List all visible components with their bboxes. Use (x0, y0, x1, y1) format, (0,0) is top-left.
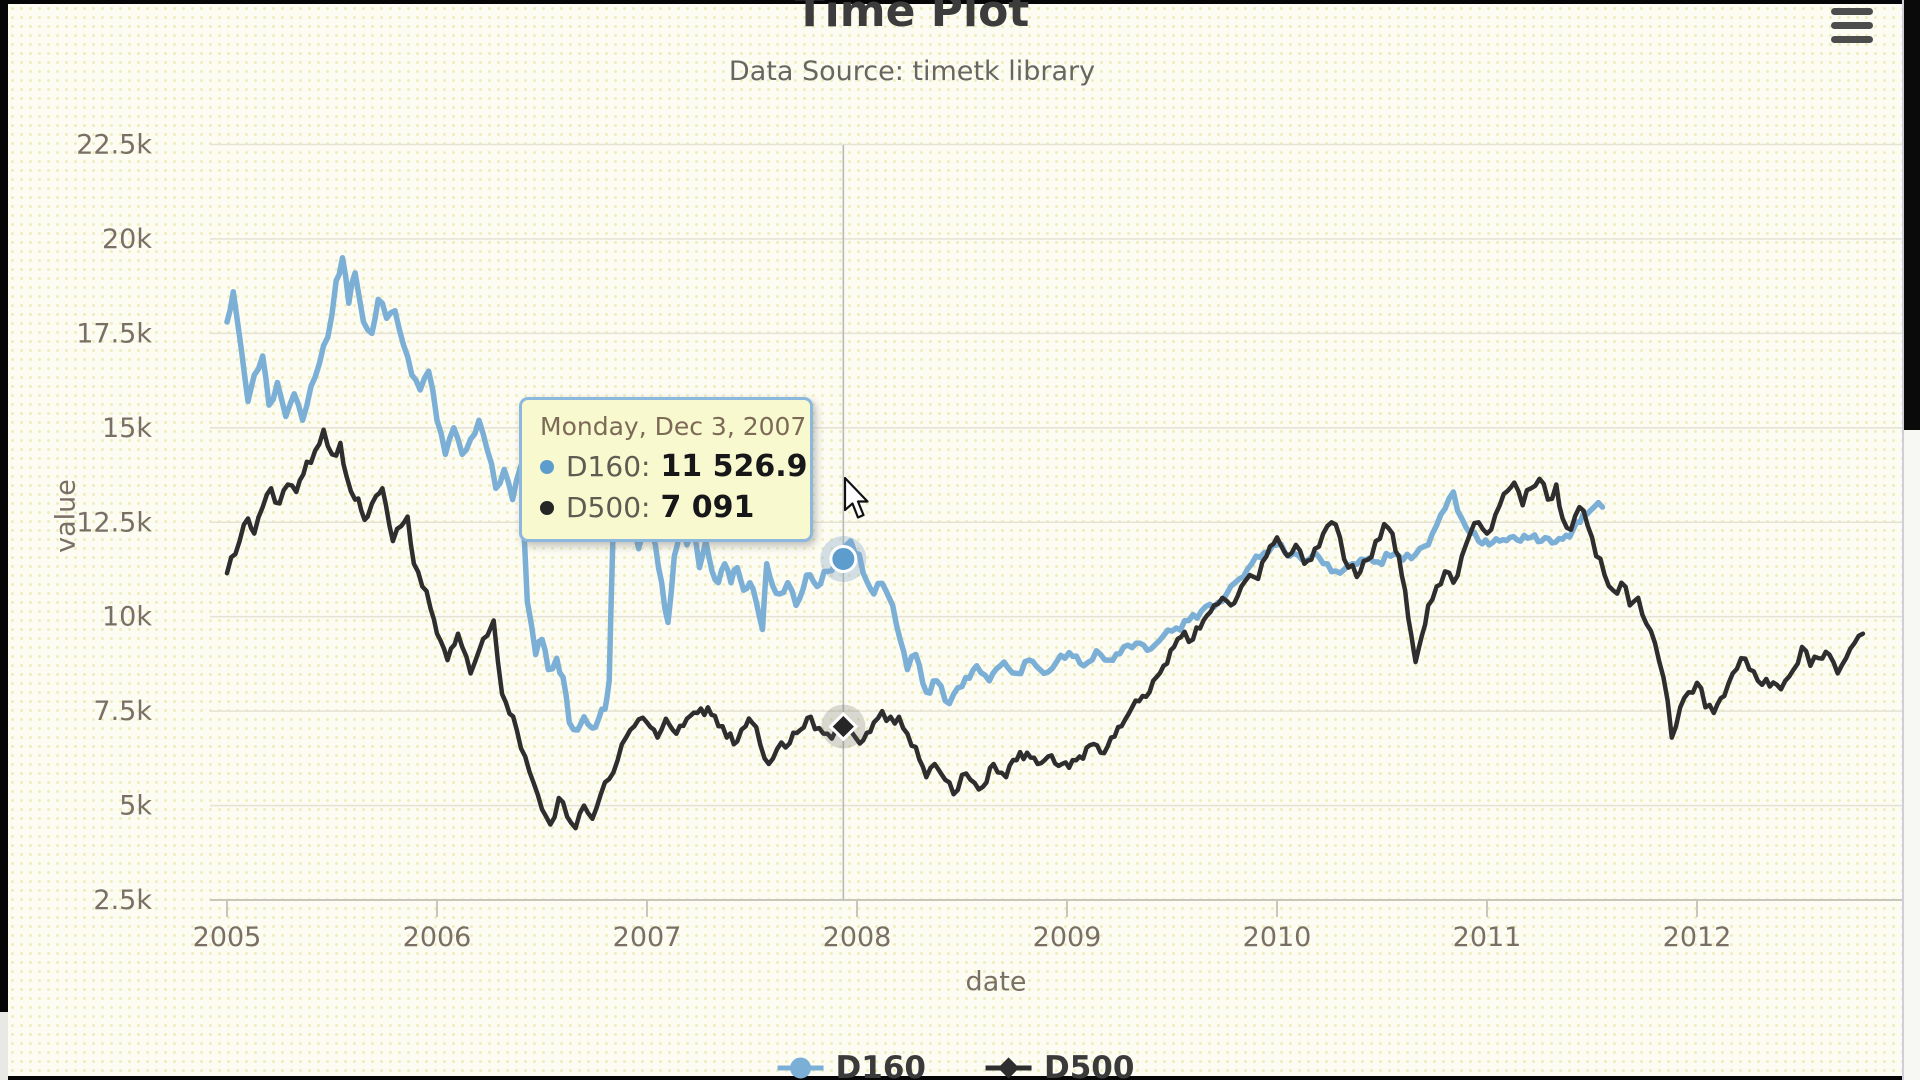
x-axis-title: date (965, 966, 1027, 998)
left-edge-strip (0, 1012, 8, 1080)
tooltip-series-label: D500: (566, 491, 651, 524)
tooltip-date: Monday, Dec 3, 2007 (540, 412, 807, 441)
tooltip-row-d500: D500: 7 091 (540, 490, 792, 525)
mouse-cursor (844, 477, 869, 519)
legend-item-d500[interactable]: D500 (984, 1050, 1134, 1080)
chart-subtitle: Data Source: timetk library (728, 56, 1096, 87)
hover-tooltip: Monday, Dec 3, 2007 D160: 11 526.9 D500:… (519, 397, 813, 542)
hamburger-icon (1831, 8, 1875, 43)
legend-label: D500 (1044, 1050, 1135, 1080)
legend: D160 D500 (776, 1050, 1134, 1080)
scrollbar-thumb[interactable] (1904, 0, 1920, 430)
tooltip-series-value: 11 526.9 (660, 449, 808, 484)
tooltip-series-label: D160: (566, 450, 651, 483)
chart-title: Time Plot (794, 0, 1030, 37)
series-dot-icon (540, 500, 554, 515)
circle-marker-icon (777, 1057, 824, 1079)
tooltip-series-value: 7 091 (660, 490, 755, 525)
series-dot-icon (540, 459, 554, 474)
y-axis-title: value (50, 479, 82, 553)
menu-button[interactable] (1831, 8, 1875, 50)
chart-canvas (8, 4, 1904, 1076)
diamond-marker-icon (986, 1057, 1032, 1079)
legend-item-d160[interactable]: D160 (776, 1050, 926, 1080)
tooltip-row-d160: D160: 11 526.9 (540, 449, 808, 484)
legend-label: D160 (835, 1050, 926, 1080)
